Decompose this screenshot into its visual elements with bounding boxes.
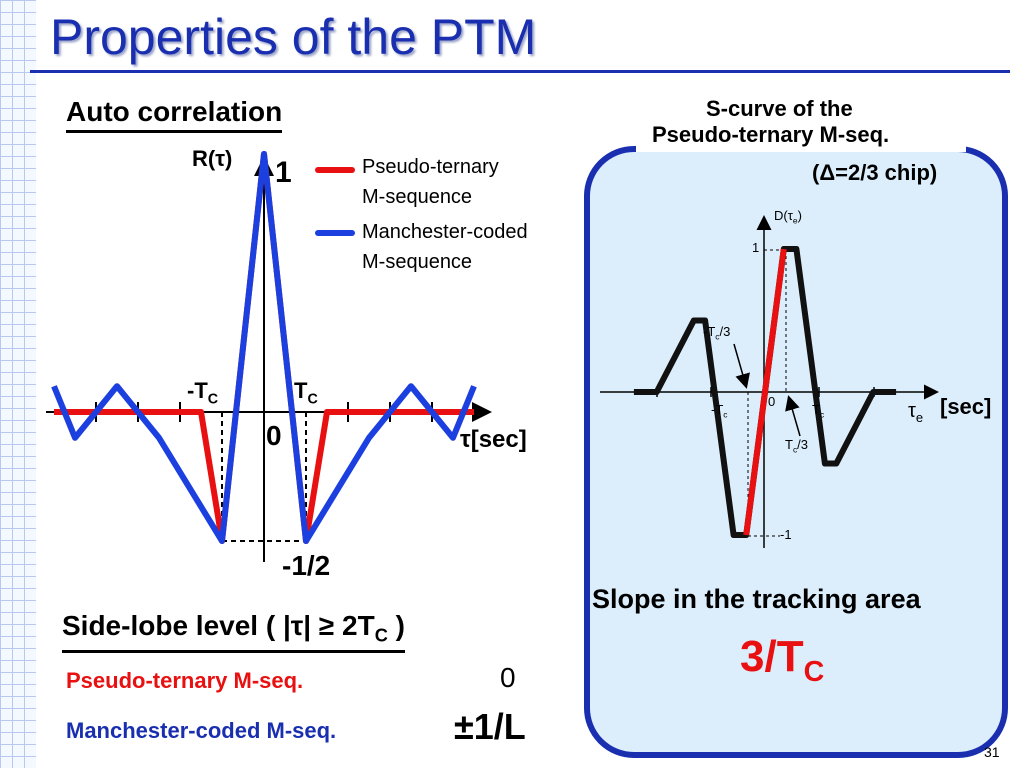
sidelobe-value-manchester: ±1/L (454, 706, 526, 747)
legend-label-pseudo-ternary-1: Pseudo-ternary (362, 156, 499, 178)
slope-heading: Slope in the tracking area (592, 584, 921, 614)
slide-title: Properties of the PTM (50, 9, 537, 65)
s-curve-caption-line2: Pseudo-ternary M-seq. (652, 122, 890, 147)
s-pos-tc-label: Tc (812, 402, 825, 420)
arrow-pos-tc3 (785, 395, 801, 437)
panel-caption-background (636, 96, 966, 152)
ac-neg-tc-label: -TC (187, 378, 219, 408)
auto-correlation-heading: Auto correlation (66, 96, 283, 133)
arrow-neg-tc3 (733, 343, 750, 389)
ac-pos-tc-label: TC (294, 378, 318, 408)
s-pos-tc3-label: Tc/3 (785, 437, 809, 455)
ac-peak-label: 1 (275, 156, 292, 189)
legend-label-pseudo-ternary-2: M-sequence (362, 186, 473, 208)
s-curve-caption-line3: (Δ=2/3 chip) (812, 160, 938, 185)
s-x-axis-tau: τe (908, 400, 924, 425)
page-number: 31 (984, 744, 1000, 760)
sidelobe-row-pseudo-ternary: Pseudo-ternary M-seq. (66, 668, 304, 693)
title-underline (30, 70, 1010, 73)
ac-y-axis-label: R(τ) (192, 146, 233, 171)
ac-x-axis-label: τ[sec] (460, 426, 527, 453)
series-manchester-line (51, 151, 477, 544)
s-origin-label: 0 (768, 394, 776, 409)
s-tick-neg1-label: -1 (780, 527, 792, 542)
s-neg-tc3-label: -Tc/3 (703, 324, 731, 342)
ac-origin-label: 0 (266, 420, 282, 451)
s-neg-tc-label: -Tc (711, 402, 728, 420)
s-curve-tracking-line (743, 248, 787, 536)
autocorrelation-chart (46, 151, 492, 562)
s-tick-1-label: 1 (752, 240, 760, 255)
s-curve-chart (600, 215, 939, 548)
sidelobe-heading: Side-lobe level ( |τ| ≥ 2TC ) (62, 610, 405, 653)
legend-label-manchester-1: Manchester-coded (362, 221, 528, 243)
slope-value: 3/TC (740, 632, 825, 688)
background-grid (0, 0, 36, 768)
sidelobe-row-manchester: Manchester-coded M-seq. (66, 718, 337, 743)
ac-min-label: -1/2 (282, 550, 331, 581)
legend-label-manchester-2: M-sequence (362, 251, 473, 273)
sidelobe-value-pseudo-ternary: 0 (500, 662, 516, 693)
s-curve-caption-line1: S-curve of the (706, 96, 853, 121)
s-x-axis-unit: [sec] (940, 394, 992, 419)
s-y-axis-label: D(τe) (774, 208, 802, 226)
